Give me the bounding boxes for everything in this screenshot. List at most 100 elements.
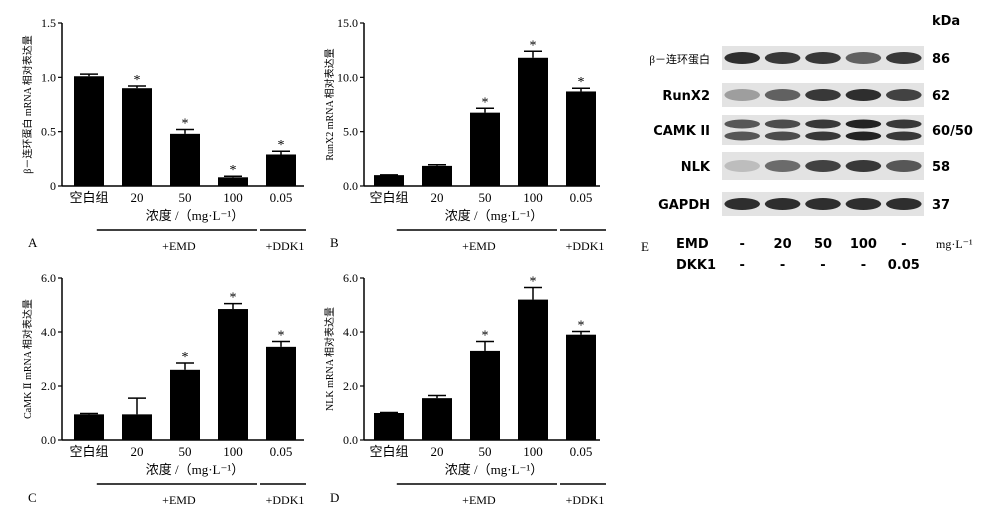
x-tick-label: 0.05: [570, 444, 593, 459]
blot-band: [886, 198, 922, 210]
dkk-lane-value: -: [861, 258, 866, 273]
significance-mark: *: [530, 38, 537, 53]
bar: [266, 154, 296, 186]
x-tick-label: 100: [223, 444, 243, 459]
blot-band: [764, 131, 801, 141]
bar: [422, 165, 452, 186]
x-tick-label: 空白组: [369, 444, 408, 459]
emd-unit-label: mg·L⁻¹: [936, 237, 973, 251]
emd-lane-value: -: [901, 237, 906, 252]
y-tick-label: 6.0: [41, 271, 56, 285]
significance-mark: *: [230, 291, 237, 306]
blot-band: [886, 160, 922, 172]
x-tick-label: 50: [479, 444, 492, 459]
bar: [122, 414, 152, 440]
bar: [470, 112, 500, 186]
x-tick-label: 20: [131, 444, 144, 459]
x-tick-label: 20: [431, 444, 444, 459]
significance-mark: *: [278, 328, 285, 343]
x-tick-label: 0.05: [570, 190, 593, 205]
x-axis-label: 浓度 /（mg·L⁻¹）: [445, 208, 544, 223]
y-tick-label: 1.0: [41, 70, 56, 84]
bar: [218, 309, 248, 440]
blot-band: [845, 198, 882, 210]
significance-mark: *: [134, 73, 141, 88]
x-tick-label: 20: [431, 190, 444, 205]
blot-band: [845, 52, 882, 64]
x-tick-label: 100: [223, 190, 243, 205]
y-tick-label: 15.0: [337, 16, 358, 30]
y-axis-label: RunX2 mRNA 相对表达量: [323, 48, 336, 160]
group-label-emd: +EMD: [162, 239, 196, 253]
y-tick-label: 1.5: [41, 16, 56, 30]
emd-lane-value: 100: [850, 237, 877, 252]
blot-row: RunX2 62: [662, 83, 950, 107]
blot-protein-label: RunX2: [662, 89, 710, 104]
dkk-lane-value: -: [820, 258, 825, 273]
blot-band: [845, 89, 882, 101]
blot-band: [805, 160, 841, 172]
blot-row: GAPDH 37: [658, 192, 950, 216]
group-label-emd: +EMD: [462, 239, 496, 253]
panel-letter: A: [28, 235, 38, 250]
group-label-ddk1: +DDK1: [266, 239, 305, 253]
x-axis-label: 浓度 /（mg·L⁻¹）: [146, 208, 245, 223]
y-tick-label: 2.0: [41, 379, 56, 393]
y-tick-label: 5.0: [343, 125, 358, 139]
x-tick-label: 20: [131, 190, 144, 205]
x-tick-label: 0.05: [270, 190, 293, 205]
bar: [170, 369, 200, 440]
blot-band: [886, 52, 922, 64]
group-label-ddk1: +DDK1: [566, 239, 605, 253]
bar: [218, 177, 248, 186]
bar: [74, 414, 104, 440]
x-axis-label: 浓度 /（mg·L⁻¹）: [146, 462, 245, 477]
y-axis-label: NLK mRNA 相对表达量: [323, 307, 336, 411]
blot-band: [724, 160, 760, 172]
significance-mark: *: [278, 138, 285, 153]
blot-band: [805, 198, 841, 210]
y-axis-label: β－连环蛋白 mRNA 相对表达量: [21, 35, 34, 173]
significance-mark: *: [230, 163, 237, 178]
blot-band: [764, 160, 801, 172]
significance-mark: *: [482, 95, 489, 110]
blot-band: [805, 52, 841, 64]
blot-row: NLK 58: [681, 152, 950, 180]
blot-protein-label: β－连环蛋白: [649, 52, 710, 66]
blot-band: [724, 131, 760, 141]
emd-row-label: EMD: [676, 237, 709, 252]
dkk-lane-value: 0.05: [888, 258, 920, 273]
blot-kda-label: 60/50: [932, 124, 973, 139]
bar: [122, 88, 152, 186]
y-tick-label: 0.0: [343, 433, 358, 447]
bar: [374, 413, 404, 440]
blot-kda-label: 58: [932, 160, 950, 175]
blot-band: [764, 89, 801, 101]
western-blot-panel: kDa β－连环蛋白 86 RunX2 62 CAMK II 60/50 NLK 58 GAPDH…: [641, 14, 973, 273]
y-tick-label: 10.0: [337, 70, 358, 84]
bar: [74, 76, 104, 186]
blot-band: [764, 119, 801, 129]
blot-row: β－连环蛋白 86: [649, 46, 950, 70]
bar: [518, 299, 548, 440]
blot-band: [805, 119, 841, 129]
bar: [566, 334, 596, 440]
dkk-lane-value: -: [780, 258, 785, 273]
bar: [266, 346, 296, 440]
blot-band: [724, 119, 760, 129]
dkk-lane-value: -: [739, 258, 744, 273]
significance-mark: *: [182, 350, 189, 365]
x-tick-label: 0.05: [270, 444, 293, 459]
blot-band: [886, 131, 922, 141]
panel-letter: C: [28, 490, 37, 505]
y-axis-label: CaMK Ⅱ mRNA 相对表达量: [21, 299, 34, 419]
blot-band: [724, 198, 760, 210]
x-tick-label: 100: [523, 190, 543, 205]
blot-band: [764, 52, 801, 64]
y-tick-label: 0.5: [41, 125, 56, 139]
